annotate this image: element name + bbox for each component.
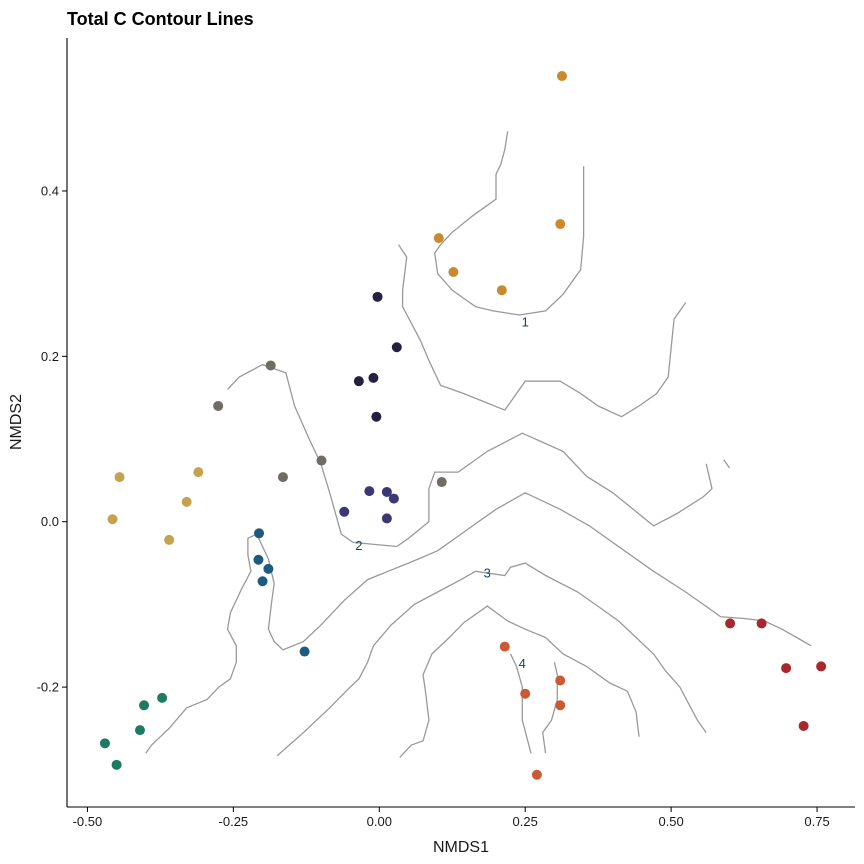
data-point	[499, 641, 510, 652]
chart-title: Total C Contour Lines	[67, 9, 254, 29]
contour-line	[227, 363, 713, 548]
data-point	[781, 663, 792, 674]
data-point	[391, 342, 402, 353]
data-point	[756, 618, 767, 629]
data-point	[531, 769, 542, 780]
data-point	[433, 233, 444, 244]
data-point	[299, 646, 310, 657]
y-tick-label: 0.4	[41, 183, 59, 198]
data-point	[157, 692, 168, 703]
data-point	[277, 472, 288, 483]
contour-line	[723, 459, 731, 469]
x-tick-label: 0.75	[804, 814, 829, 829]
data-point	[253, 554, 264, 565]
x-tick-label: 0.00	[367, 814, 392, 829]
data-point	[556, 71, 567, 82]
x-tick-label: -0.50	[73, 814, 103, 829]
data-point	[798, 720, 809, 731]
data-point	[436, 477, 447, 488]
contour-lines	[145, 131, 812, 758]
data-point	[134, 725, 145, 736]
data-point	[381, 486, 392, 497]
data-point	[99, 738, 110, 749]
data-point	[555, 675, 566, 686]
data-point	[111, 759, 122, 770]
scatter-points	[99, 71, 827, 780]
data-point	[364, 486, 375, 497]
data-point	[316, 455, 327, 466]
contour-line	[397, 244, 687, 418]
data-point	[257, 576, 268, 587]
data-point	[816, 661, 827, 672]
data-point	[353, 376, 364, 387]
data-point	[193, 467, 204, 478]
data-point	[520, 688, 531, 699]
data-point	[339, 506, 350, 517]
data-point	[725, 618, 736, 629]
data-point	[555, 700, 566, 711]
y-axis-title: NMDS2	[8, 394, 25, 450]
data-point	[555, 219, 566, 230]
contour-line	[276, 562, 707, 757]
contour-label: 1	[522, 315, 529, 330]
data-point	[164, 534, 175, 545]
data-point	[265, 360, 276, 371]
x-tick-label: -0.25	[219, 814, 249, 829]
data-point	[448, 267, 459, 278]
y-tick-label: -0.2	[37, 680, 59, 695]
data-point	[388, 493, 399, 504]
data-point	[368, 372, 379, 383]
x-tick-label: 0.50	[658, 814, 683, 829]
data-point	[114, 472, 125, 483]
x-axis-title: NMDS1	[433, 839, 489, 856]
data-point	[213, 400, 224, 411]
contour-line	[145, 492, 812, 754]
y-tick-label: 0.0	[41, 514, 59, 529]
data-point	[381, 513, 392, 524]
x-axis-ticks: -0.50 -0.25 0.00 0.25 0.50 0.75	[73, 807, 830, 829]
contour-label: 3	[484, 565, 491, 580]
data-point	[181, 496, 192, 507]
contour-labels: 1 2 3 4	[355, 315, 529, 672]
data-point	[139, 700, 150, 711]
data-point	[107, 514, 118, 525]
y-axis-ticks: -0.2 0.0 0.2 0.4	[37, 183, 67, 695]
contour-label: 4	[519, 656, 526, 671]
data-point	[254, 528, 265, 539]
contour-line	[510, 653, 532, 754]
contour-line	[542, 662, 558, 754]
contour-line	[434, 131, 585, 316]
data-point	[372, 291, 383, 302]
data-point	[263, 563, 274, 574]
x-tick-label: 0.25	[513, 814, 538, 829]
contour-line	[399, 605, 640, 758]
data-point	[371, 411, 382, 422]
y-tick-label: 0.2	[41, 349, 59, 364]
contour-label: 2	[355, 538, 362, 553]
data-point	[496, 285, 507, 296]
